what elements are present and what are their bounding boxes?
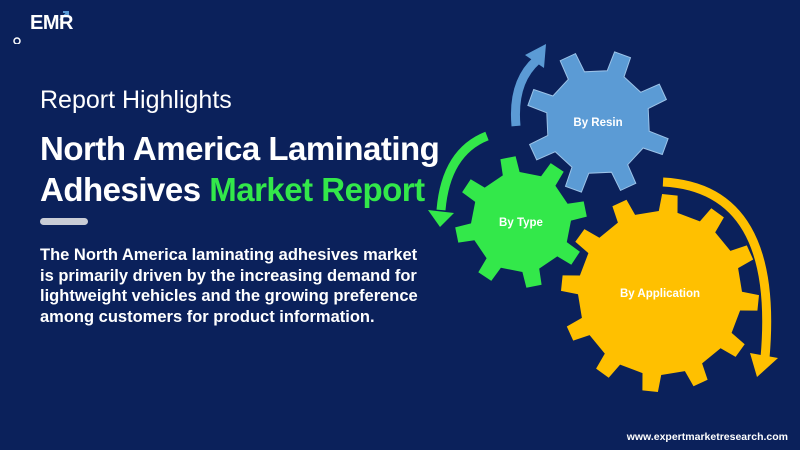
blue-arrow-icon [510,44,546,127]
gear-type-label: By Type [499,217,543,229]
gear-resin-label: By Resin [573,117,622,129]
title-line-2: Adhesives Market Report [40,169,439,210]
page-title: North America Laminating Adhesives Marke… [40,128,440,210]
gear-application-label: By Application [620,288,700,300]
gear-application-icon [561,194,759,392]
divider [40,218,88,225]
green-arrow-icon [428,131,489,227]
gear-by-type: By Type [455,156,587,288]
title-highlight: Market Report [209,171,425,208]
gear-type-icon [455,156,587,288]
report-kicker: Report Highlights [40,86,232,114]
logo-mark-icon [13,11,69,44]
gear-by-application: By Application [561,194,759,392]
logo-text: EMR [30,12,73,34]
gear-resin-icon [527,51,669,193]
emr-logo: EMR [12,8,73,44]
title-plain: Adhesives [40,171,210,208]
description: The North America laminating adhesives m… [40,246,418,326]
website-url[interactable]: www.expertmarketresearch.com [626,431,788,443]
title-line-1: North America Laminating [40,130,440,167]
gear-by-resin: By Resin [527,51,669,193]
yellow-arrow-icon [662,177,778,377]
